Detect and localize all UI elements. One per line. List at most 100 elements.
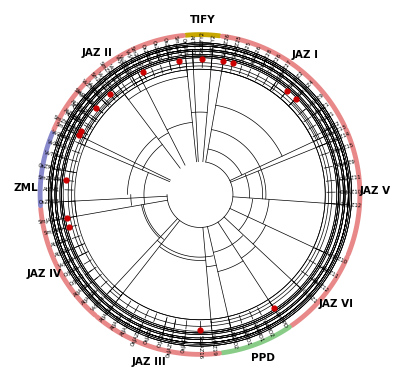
Text: VvJAZ4: VvJAZ4: [90, 295, 106, 312]
Text: JAZ IV: JAZ IV: [27, 269, 62, 279]
Text: AtPPD1: AtPPD1: [241, 327, 252, 347]
Text: AtZM1: AtZM1: [43, 186, 60, 192]
Text: JAZ V: JAZ V: [359, 186, 390, 196]
Text: AtJAZ18: AtJAZ18: [99, 303, 116, 323]
Text: AtJAZ26: AtJAZ26: [250, 44, 263, 65]
Text: VvJAZ1: VvJAZ1: [313, 102, 332, 116]
Text: OsJAZ5: OsJAZ5: [181, 334, 188, 353]
Point: [62, 177, 69, 184]
Text: ZML: ZML: [13, 183, 38, 193]
Text: SmJAZ8: SmJAZ8: [54, 122, 75, 135]
Point: [78, 128, 84, 134]
Text: OsZML4: OsZML4: [140, 43, 152, 65]
Text: OsJAZ14b: OsJAZ14b: [130, 321, 145, 347]
Text: VvJAZ2b: VvJAZ2b: [114, 54, 130, 76]
Text: SmZML2: SmZML2: [129, 46, 143, 68]
Text: SmJAZ26: SmJAZ26: [222, 32, 231, 57]
Text: VvJAZ8: VvJAZ8: [96, 71, 112, 89]
Text: OsTIFY: OsTIFY: [181, 37, 188, 55]
Text: OsZML1: OsZML1: [150, 40, 162, 61]
Text: OsZML3b: OsZML3b: [38, 163, 62, 173]
Point: [292, 96, 299, 102]
Text: VvZML1: VvZML1: [117, 54, 132, 74]
Text: OsJAZ14: OsJAZ14: [329, 131, 351, 144]
Text: TIFY: TIFY: [190, 15, 216, 25]
Text: JAZ III: JAZ III: [132, 357, 166, 366]
Point: [93, 105, 100, 111]
Point: [176, 58, 182, 64]
Text: VvJAZ19: VvJAZ19: [210, 334, 217, 356]
Point: [64, 215, 70, 221]
Text: SmJAZ4: SmJAZ4: [297, 79, 316, 97]
Text: AtJAZ4: AtJAZ4: [50, 238, 68, 248]
Text: VvZML4: VvZML4: [47, 140, 68, 151]
Text: AtJAZ13: AtJAZ13: [110, 311, 126, 331]
Text: OsJAZ9: OsJAZ9: [336, 159, 356, 168]
Text: AtJAZ3: AtJAZ3: [54, 247, 72, 258]
Text: SmJAZ7: SmJAZ7: [172, 35, 180, 56]
Text: VvJAZ27: VvJAZ27: [124, 49, 139, 71]
Text: VvJAZ7: VvJAZ7: [86, 81, 103, 97]
Text: AtJAZ19: AtJAZ19: [120, 316, 134, 336]
Text: OsJAZ12: OsJAZ12: [340, 202, 362, 209]
Text: AtJAZ1: AtJAZ1: [319, 111, 336, 124]
Text: SmPPD: SmPPD: [274, 311, 289, 329]
Text: AtZML2: AtZML2: [69, 98, 88, 114]
Text: AtJAZ25: AtJAZ25: [241, 40, 252, 62]
Text: VvJAZ2: VvJAZ2: [57, 256, 76, 269]
Text: VvZML2b: VvZML2b: [80, 78, 101, 99]
Point: [220, 58, 227, 65]
Text: OsJAZ27: OsJAZ27: [276, 59, 293, 80]
Text: OsJAZ10b: OsJAZ10b: [166, 331, 176, 357]
Point: [270, 305, 277, 311]
Point: [284, 88, 290, 94]
Text: SmJAZ16: SmJAZ16: [198, 335, 202, 359]
Text: OsJAZ1: OsJAZ1: [301, 288, 318, 305]
Text: AtTIFY2: AtTIFY2: [189, 35, 195, 55]
Text: VvJAZ10: VvJAZ10: [326, 251, 348, 265]
Text: SmJAZ2: SmJAZ2: [288, 70, 305, 89]
Text: SmZML1: SmZML1: [89, 72, 108, 92]
Text: VvZML2: VvZML2: [75, 89, 94, 106]
Text: SmJAZ7b: SmJAZ7b: [73, 87, 94, 106]
Text: AtJAZ22: AtJAZ22: [73, 281, 93, 298]
Text: AtJAZ8: AtJAZ8: [69, 102, 87, 116]
Text: CrJAZ2: CrJAZ2: [69, 273, 87, 287]
Text: CrJAZ3: CrJAZ3: [157, 329, 166, 348]
Text: AtJAZ11: AtJAZ11: [319, 265, 339, 280]
Point: [197, 326, 203, 333]
Text: OsJAZ4: OsJAZ4: [143, 325, 154, 345]
Text: SmJAZ9: SmJAZ9: [44, 226, 65, 236]
Text: OsJAZ26: OsJAZ26: [268, 53, 283, 74]
Text: SmZML3: SmZML3: [38, 175, 61, 182]
Point: [66, 224, 72, 230]
Text: SmJAZ10: SmJAZ10: [38, 216, 62, 226]
Text: JAZ II: JAZ II: [82, 48, 113, 58]
Text: OsJAZ11: OsJAZ11: [339, 175, 362, 182]
Text: SmTIFY2: SmTIFY2: [200, 32, 205, 54]
Text: VvJAZ9: VvJAZ9: [307, 93, 325, 108]
Text: VvTIFY2: VvTIFY2: [210, 34, 216, 55]
Text: VvPPD2: VvPPD2: [261, 318, 275, 339]
Point: [140, 69, 146, 75]
Text: OsJAZ10: OsJAZ10: [340, 189, 362, 194]
Text: VvPPD1: VvPPD1: [252, 322, 265, 343]
Text: OsJAZ28: OsJAZ28: [259, 47, 273, 70]
Text: OsZML3: OsZML3: [39, 199, 60, 205]
Text: VvZML3: VvZML3: [51, 129, 72, 142]
Text: JAZ VI: JAZ VI: [318, 300, 353, 310]
Text: SmZML3c: SmZML3c: [98, 61, 118, 84]
Text: SmJAZ25: SmJAZ25: [232, 35, 242, 59]
Point: [106, 91, 113, 97]
Point: [230, 60, 236, 67]
Text: CrJAZ1: CrJAZ1: [63, 265, 81, 278]
Text: AtJAZ2: AtJAZ2: [324, 121, 342, 133]
Text: AtZML1: AtZML1: [63, 107, 82, 123]
Text: OsJAZ13: OsJAZ13: [326, 124, 348, 138]
Text: VvJAZ3: VvJAZ3: [107, 63, 122, 81]
Point: [75, 132, 82, 138]
Point: [199, 56, 206, 63]
Text: OsZML2: OsZML2: [161, 37, 171, 59]
Text: PPD: PPD: [251, 352, 274, 363]
Text: VvTIFY1: VvTIFY1: [44, 151, 65, 161]
